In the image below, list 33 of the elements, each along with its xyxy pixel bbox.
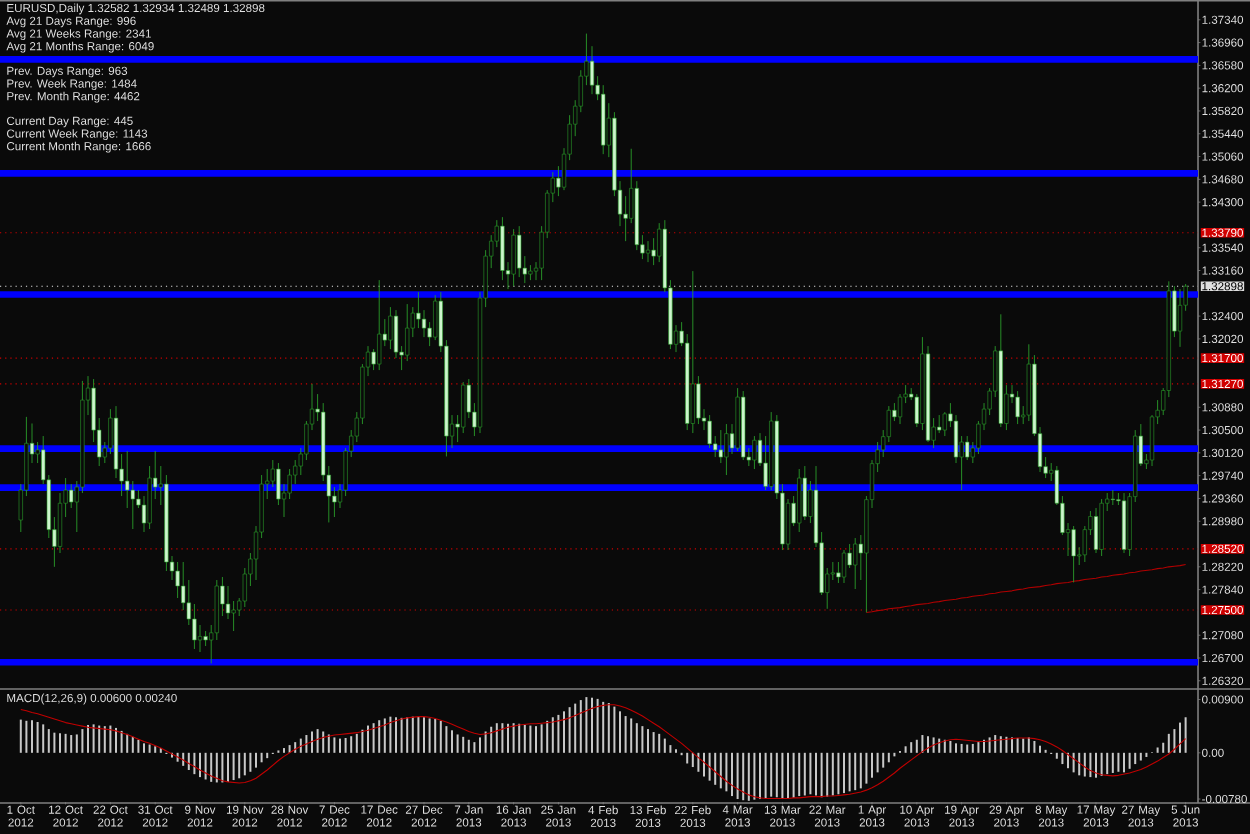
candlestick [405, 303, 410, 362]
candlestick [1099, 498, 1104, 557]
candlestick [517, 225, 522, 278]
candlestick [500, 216, 505, 281]
candlestick [785, 498, 791, 551]
candlestick [416, 291, 421, 329]
candlestick [853, 537, 858, 590]
candlestick [797, 468, 802, 533]
candlestick [965, 435, 970, 461]
candlestick [511, 228, 516, 287]
candlestick [377, 279, 382, 371]
candlestick [461, 381, 466, 434]
candlestick [696, 375, 701, 425]
candlestick [1015, 390, 1020, 425]
candlestick [645, 240, 651, 263]
candlestick [433, 294, 438, 341]
candlestick [724, 423, 729, 476]
candlestick [1177, 288, 1183, 348]
candlestick [707, 414, 712, 449]
candlestick [802, 465, 807, 521]
candlestick [718, 429, 723, 464]
candlestick [897, 393, 903, 425]
candlestick [1110, 489, 1115, 506]
candlestick [231, 600, 236, 632]
candlestick [1071, 525, 1076, 583]
candlestick [1093, 507, 1099, 554]
candlestick [942, 411, 947, 437]
candlestick [197, 624, 203, 653]
candlestick [841, 549, 847, 584]
candlestick [752, 435, 757, 470]
candlestick [69, 483, 74, 509]
candlestick [690, 270, 695, 434]
candlestick [388, 306, 393, 350]
